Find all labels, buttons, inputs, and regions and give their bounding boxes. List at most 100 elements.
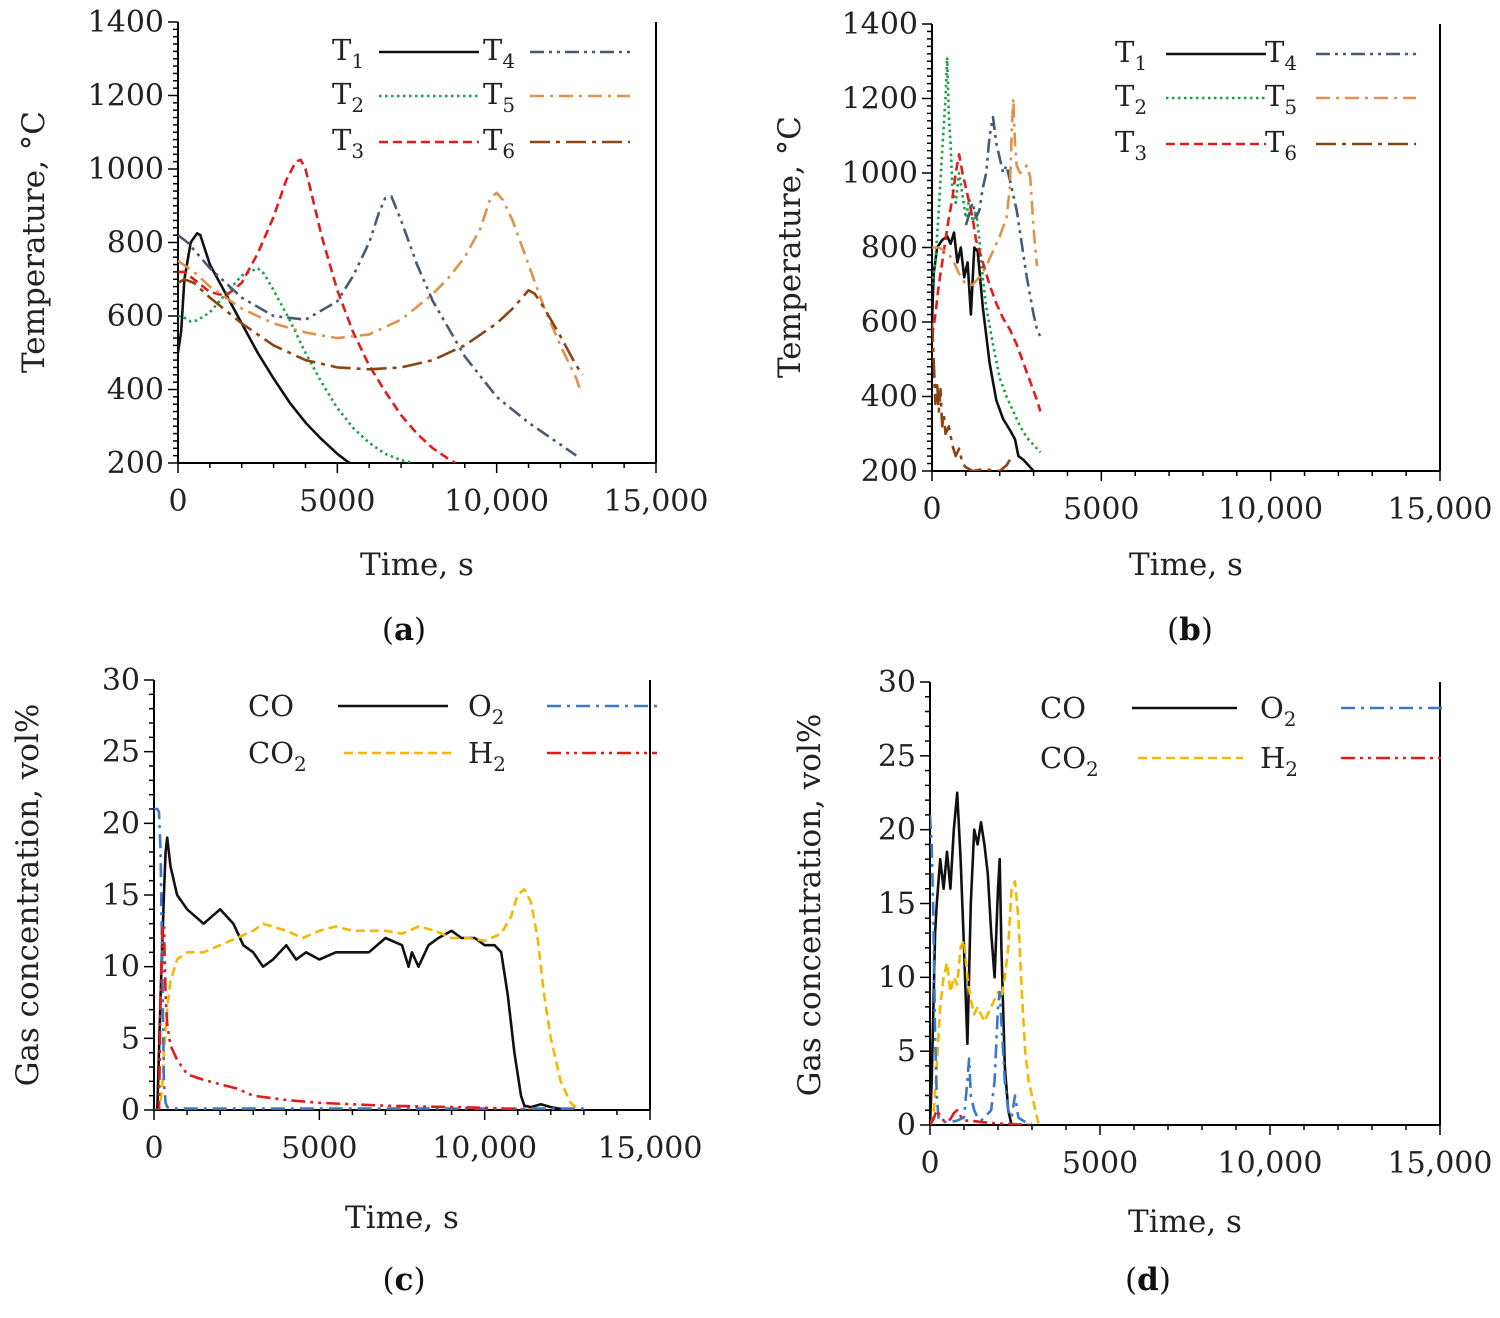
y-tick-label: 30 xyxy=(102,663,140,698)
legend-label-t2: T2 xyxy=(332,77,364,117)
x-tick-label: 10,000 xyxy=(1218,492,1323,527)
y-tick-label: 1000 xyxy=(88,152,164,187)
y-tick-label: 800 xyxy=(107,226,164,261)
series-line-t3 xyxy=(178,158,456,463)
plot-area xyxy=(178,158,584,463)
legend-label-t3: T3 xyxy=(1115,125,1147,165)
x-tick-label: 10,000 xyxy=(444,484,549,519)
legend-label-h2: H2 xyxy=(468,736,506,776)
series-line-t4 xyxy=(178,195,578,457)
y-tick-label: 200 xyxy=(861,454,918,489)
panel-label: (d) xyxy=(1125,1262,1171,1298)
legend: CO CO2 O2 H2 xyxy=(248,689,657,776)
x-tick-label: 5000 xyxy=(281,1131,357,1166)
x-axis-title: Time, s xyxy=(1128,1204,1242,1240)
x-axis-title: Time, s xyxy=(360,547,474,583)
series-line-o2 xyxy=(154,807,584,1110)
series-line-h2 xyxy=(154,922,535,1110)
legend-label-h2: H2 xyxy=(1260,741,1298,781)
legend-label-t5: T5 xyxy=(1265,79,1297,119)
legend-label-t6: T6 xyxy=(483,123,515,163)
y-tick-label: 10 xyxy=(878,960,916,995)
series-line-h2 xyxy=(930,1108,1033,1125)
chart-panel-c: 0 5 10 15 20 25 30 0 5000 10,000 15,000 Time, s Gas … xyxy=(10,663,702,1298)
x-tick-label: 0 xyxy=(168,484,187,519)
y-tick-label: 15 xyxy=(102,878,140,913)
legend: CO CO2 O2 H2 xyxy=(1040,691,1446,781)
panel-label: (a) xyxy=(382,612,426,648)
legend-label-co2: CO2 xyxy=(1040,741,1099,781)
legend-label-co: CO xyxy=(1040,691,1086,725)
y-tick-label: 400 xyxy=(861,380,918,415)
y-tick-label: 25 xyxy=(878,739,916,774)
series-line-t6 xyxy=(932,321,1012,471)
y-axis-title: Temperature, °C xyxy=(16,111,52,373)
y-tick-label: 30 xyxy=(878,665,916,700)
y-tick-label: 1400 xyxy=(88,5,164,40)
y-axis-title: Gas concentration, vol% xyxy=(792,714,828,1097)
x-tick-label: 0 xyxy=(144,1131,163,1166)
series-line-co xyxy=(930,791,1013,1125)
y-tick-label: 1400 xyxy=(842,7,918,42)
y-tick-label: 1200 xyxy=(88,79,164,114)
legend-label-t5: T5 xyxy=(483,77,515,117)
series-line-co2 xyxy=(930,880,1041,1125)
series-line-t5 xyxy=(932,97,1039,287)
legend-label-t1: T1 xyxy=(332,33,364,73)
x-tick-label: 15,000 xyxy=(604,484,709,519)
series-line-t5 xyxy=(178,191,581,389)
legend-label-t4: T4 xyxy=(1265,35,1297,75)
series-line-t1 xyxy=(178,232,351,463)
x-tick-label: 5000 xyxy=(1063,492,1139,527)
series-line-t2 xyxy=(932,56,1042,454)
legend-label-o2: O2 xyxy=(1260,691,1297,731)
legend-label-t4: T4 xyxy=(483,33,515,73)
y-tick-label: 400 xyxy=(107,373,164,408)
y-tick-label: 200 xyxy=(107,446,164,481)
x-tick-label: 5000 xyxy=(1062,1146,1138,1181)
panel-label: (b) xyxy=(1167,612,1213,648)
series-line-t2 xyxy=(178,266,415,463)
y-tick-label: 15 xyxy=(878,887,916,922)
y-tick-label: 0 xyxy=(121,1093,140,1128)
y-tick-label: 25 xyxy=(102,735,140,770)
series-line-t3 xyxy=(932,153,1042,412)
legend-label-t6: T6 xyxy=(1265,125,1297,165)
chart-panel-a: 200 400 600 800 1000 1200 1400 0 5000 10,000 15,00… xyxy=(16,5,708,648)
y-axis-title: Temperature, °C xyxy=(772,116,808,378)
x-tick-label: 10,000 xyxy=(432,1131,537,1166)
y-tick-label: 0 xyxy=(897,1108,916,1143)
x-tick-label: 5000 xyxy=(299,484,375,519)
y-tick-label: 1200 xyxy=(842,82,918,117)
y-tick-label: 10 xyxy=(102,950,140,985)
legend-label-t3: T3 xyxy=(332,123,364,163)
legend-label-t2: T2 xyxy=(1115,79,1147,119)
x-tick-label: 15,000 xyxy=(1388,492,1493,527)
x-tick-label: 15,000 xyxy=(598,1131,703,1166)
legend-label-o2: O2 xyxy=(468,689,505,729)
y-axis-title: Gas concentration, vol% xyxy=(10,704,46,1087)
y-tick-label: 5 xyxy=(121,1021,140,1056)
x-tick-label: 15,000 xyxy=(1388,1146,1493,1181)
y-tick-label: 600 xyxy=(107,299,164,334)
x-tick-label: 10,000 xyxy=(1218,1146,1323,1181)
x-tick-label: 0 xyxy=(922,492,941,527)
legend-label-co2: CO2 xyxy=(248,736,307,776)
y-tick-label: 5 xyxy=(897,1034,916,1069)
series-line-co2 xyxy=(154,887,579,1110)
plot-area xyxy=(932,56,1042,471)
series-line-t4 xyxy=(964,115,1042,338)
panel-label: (c) xyxy=(382,1262,425,1298)
y-tick-label: 1000 xyxy=(842,156,918,191)
x-axis-title: Time, s xyxy=(1129,547,1243,583)
y-tick-label: 600 xyxy=(861,305,918,340)
plot-area xyxy=(154,807,584,1110)
x-tick-label: 0 xyxy=(920,1146,939,1181)
y-tick-label: 20 xyxy=(878,813,916,848)
chart-panel-b: 200 400 600 800 1000 1200 1400 0 5000 10,000 15,00… xyxy=(772,7,1492,648)
series-line-t6 xyxy=(178,277,584,376)
y-tick-label: 20 xyxy=(102,806,140,841)
